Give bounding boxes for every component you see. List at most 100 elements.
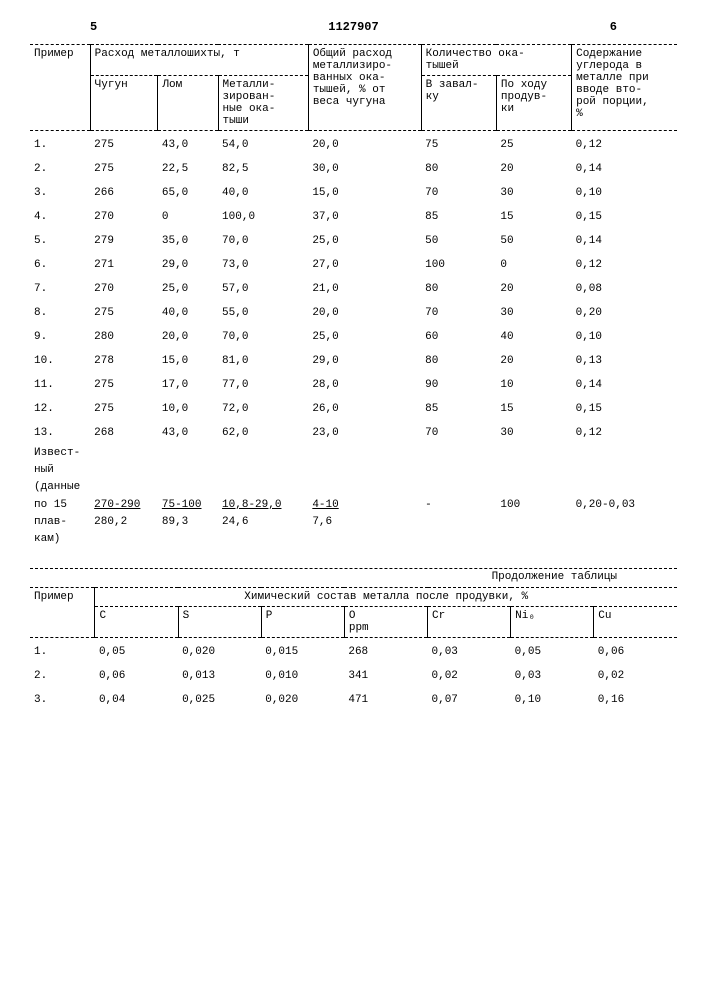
cell: 35,0 [158,229,218,253]
cell: 81,0 [218,349,308,373]
cell: 20,0 [158,325,218,349]
cell: 60 [421,325,496,349]
th-chugun: Чугун [90,76,158,131]
known-label: Извест- [30,445,90,462]
cell: 70,0 [218,229,308,253]
table-row: 11.27517,077,028,090100,14 [30,373,677,397]
cell: 0,025 [178,688,261,712]
cell: 0,02 [594,664,677,688]
known-lom-avg: 89,3 [158,514,218,531]
cell: 0,020 [261,688,344,712]
cell: 25,0 [158,277,218,301]
cell: 82,5 [218,157,308,181]
t2-C: C [95,607,178,638]
cell: 10,0 [158,397,218,421]
known-label: плав- [34,516,67,528]
known-c: 0,20-0,03 [572,497,677,514]
th-metall: Металли- зирован- ные ока- тыши [218,76,308,131]
known-chugun-range: 270-290 [90,497,158,514]
cell: 30 [496,181,571,205]
cell: 0,14 [572,157,677,181]
cell: 1. [30,640,95,664]
cell: 0,10 [511,688,594,712]
cell: 0,03 [511,664,594,688]
table-row: 10.27815,081,029,080200,13 [30,349,677,373]
table-1: Пример Расход металлошихты, т Общий расх… [30,44,677,548]
cell: 0,06 [95,664,178,688]
table-row: 9.28020,070,025,060400,10 [30,325,677,349]
t2-Cu: Cu [594,607,677,638]
cell: 30 [496,301,571,325]
cell: 0,12 [572,421,677,445]
known-vz: - [421,497,496,514]
cell: 75 [421,133,496,157]
table-row: 2.0,060,0130,0103410,020,030,02 [30,664,677,688]
cell: 0,13 [572,349,677,373]
cell: 7. [30,277,90,301]
cell: 4. [30,205,90,229]
cell: 100,0 [218,205,308,229]
cell: 72,0 [218,397,308,421]
known-obs-range: 4-10 [308,497,421,514]
cell: 15,0 [308,181,421,205]
t2-P: P [261,607,344,638]
header-right: 6 [610,20,617,34]
cell: 65,0 [158,181,218,205]
cell: 40,0 [158,301,218,325]
known-chugun-avg: 280,2 [90,514,158,531]
table-row: 3.26665,040,015,070300,10 [30,181,677,205]
table-row: 4.2700100,037,085150,15 [30,205,677,229]
t2-Ni: Ni₀ [511,607,594,638]
table-row: 13.26843,062,023,070300,12 [30,421,677,445]
cell: 28,0 [308,373,421,397]
table-row: 3.0,040,0250,0204710,070,100,16 [30,688,677,712]
t2-O: O ppm [344,607,427,638]
cell: 27,0 [308,253,421,277]
t2-title: Химический состав металла после продувки… [95,588,677,607]
known-label: ный [30,462,90,479]
cell: 0,08 [572,277,677,301]
cell: 17,0 [158,373,218,397]
cell: 73,0 [218,253,308,277]
cell: 275 [90,301,158,325]
cell: 20,0 [308,301,421,325]
table-row: 1.27543,054,020,075250,12 [30,133,677,157]
cell: 275 [90,373,158,397]
cell: 5. [30,229,90,253]
cell: 25 [496,133,571,157]
cell: 54,0 [218,133,308,157]
cell: 26,0 [308,397,421,421]
cell: 85 [421,205,496,229]
cell: 20 [496,349,571,373]
th-lom: Лом [158,76,218,131]
cell: 77,0 [218,373,308,397]
cell: 275 [90,157,158,181]
cell: 20 [496,157,571,181]
cell: 0,02 [428,664,511,688]
cell: 0,12 [572,253,677,277]
th-primer: Пример [30,45,90,131]
table-row: 8.27540,055,020,070300,20 [30,301,677,325]
known-label: кам) [30,531,90,548]
table-row: 12.27510,072,026,085150,15 [30,397,677,421]
th-vzaval: В завал- ку [421,76,496,131]
known-label: по 15 [30,497,90,514]
cell: 25,0 [308,325,421,349]
cell: 280 [90,325,158,349]
t2-primer: Пример [30,588,95,638]
table-2: Пример Химический состав металла после п… [30,587,677,712]
cell: 50 [496,229,571,253]
cell: 15 [496,205,571,229]
cell: 70,0 [218,325,308,349]
cell: 3. [30,181,90,205]
cell: 0,06 [594,640,677,664]
cell: 70 [421,421,496,445]
cell: 10. [30,349,90,373]
known-met-avg: 24,6 [218,514,308,531]
cell: 279 [90,229,158,253]
th-soderzh: Содержание углерода в металле при вводе … [572,45,677,131]
table-row: 7.27025,057,021,080200,08 [30,277,677,301]
cell: 29,0 [158,253,218,277]
cell: 90 [421,373,496,397]
t2-S: S [178,607,261,638]
